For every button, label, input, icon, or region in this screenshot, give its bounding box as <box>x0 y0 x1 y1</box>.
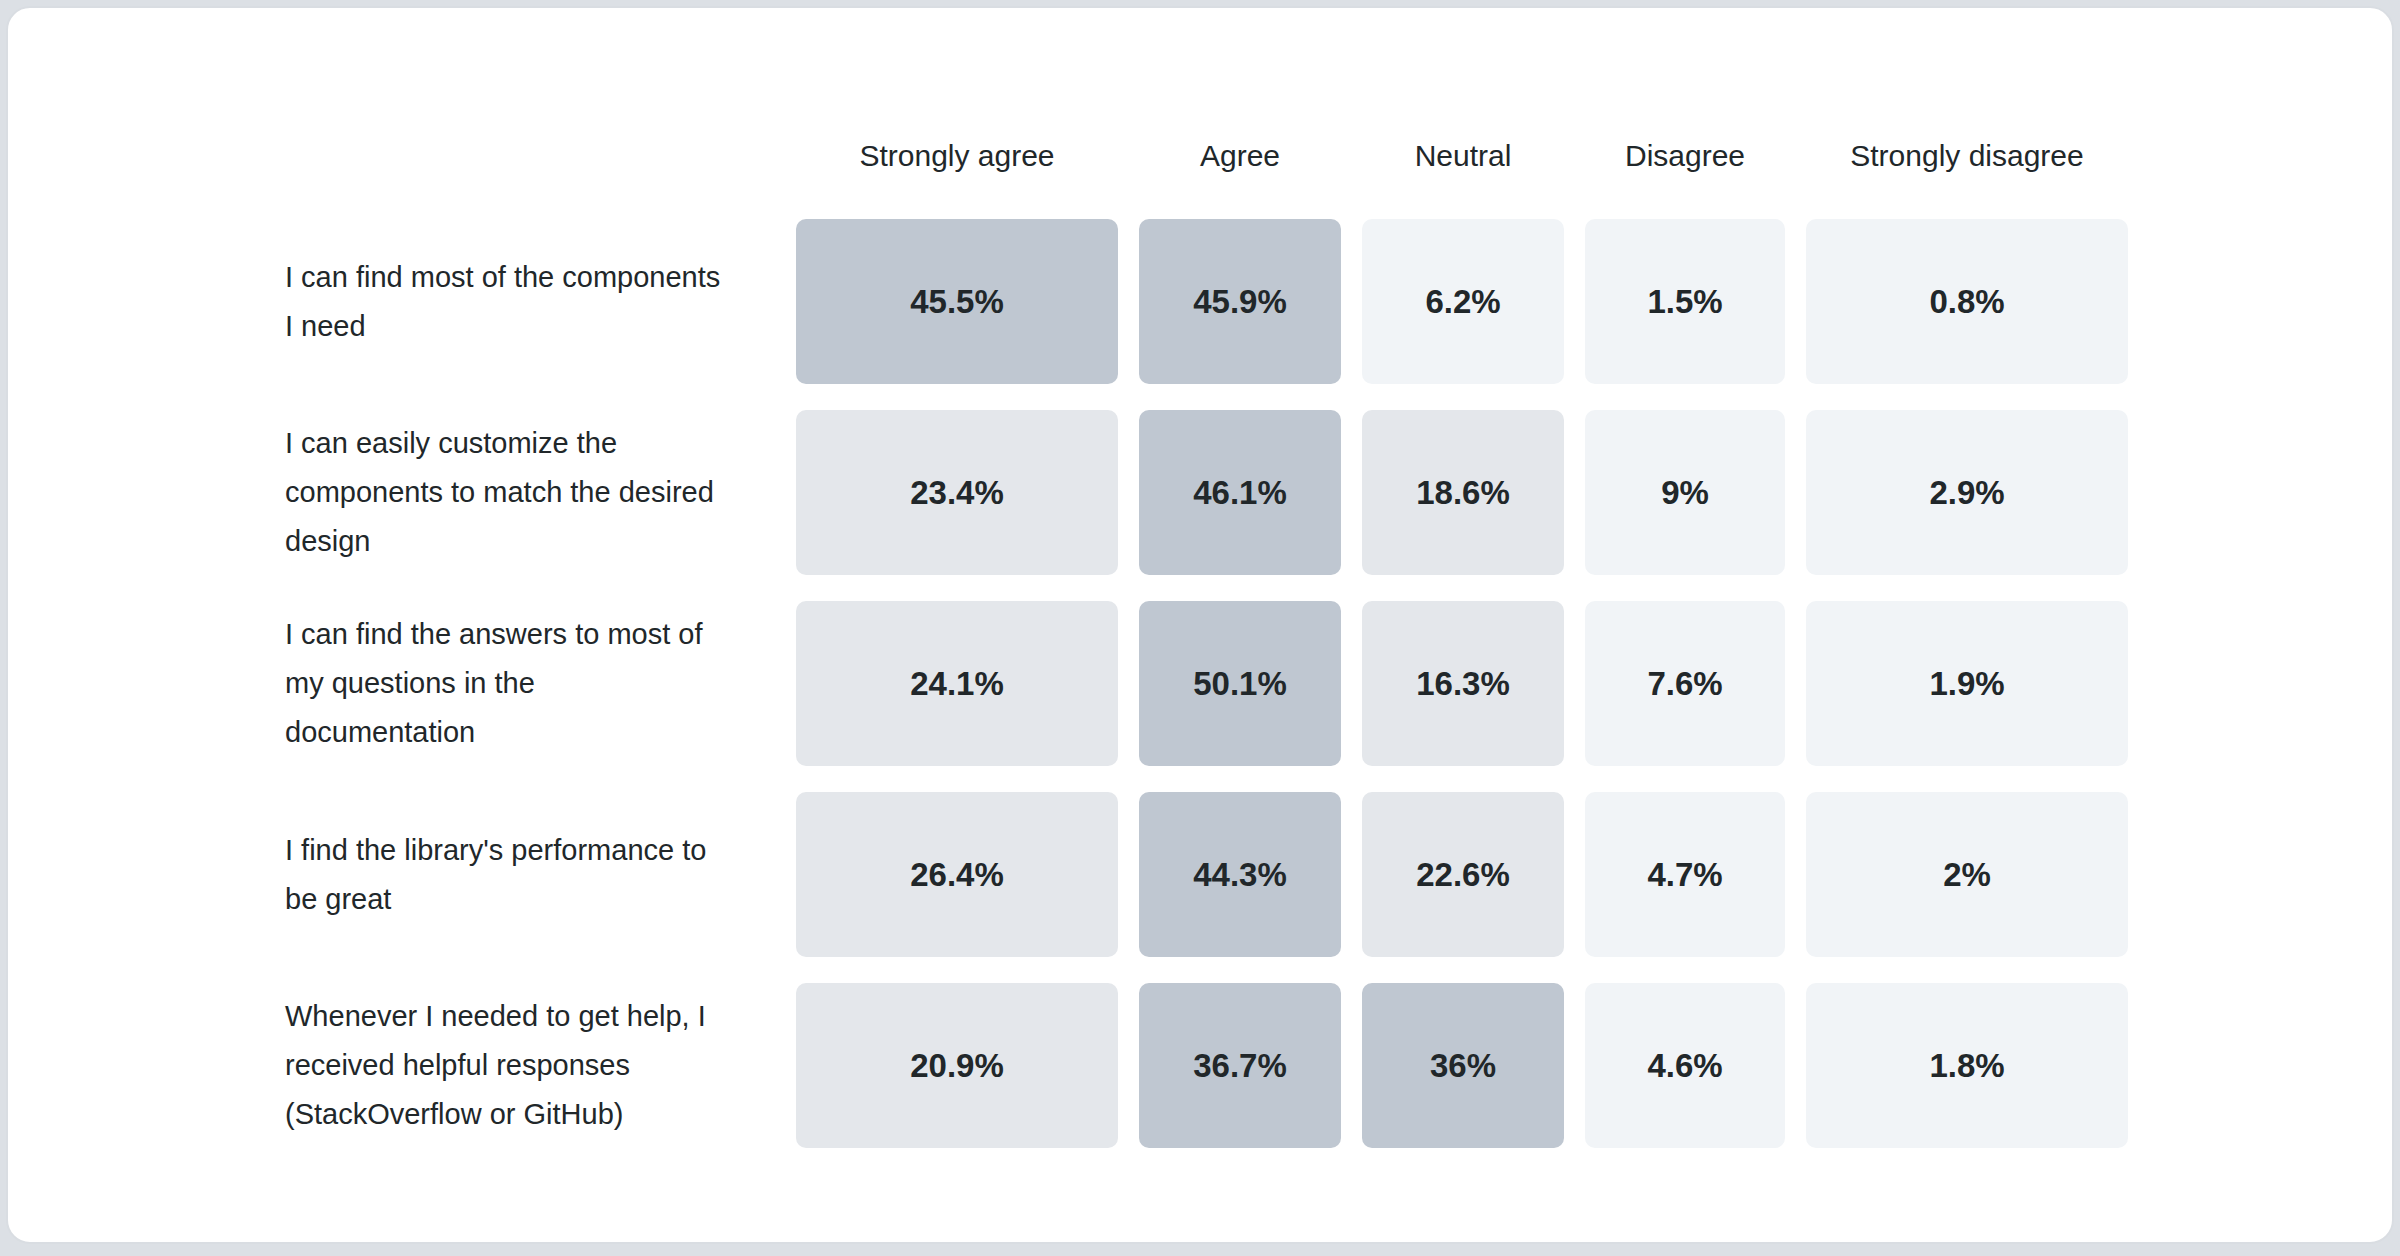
row-label: I find the library's performance to be g… <box>285 792 775 957</box>
heatmap-cell: 16.3% <box>1362 601 1564 766</box>
heatmap-cell: 24.1% <box>796 601 1118 766</box>
heatmap-cell: 45.5% <box>796 219 1118 384</box>
heatmap-corner-spacer <box>285 118 775 193</box>
survey-heatmap-table: Strongly agree Agree Neutral Disagree Strong… <box>285 118 2128 1148</box>
heatmap-cell: 7.6% <box>1585 601 1785 766</box>
heatmap-cell: 18.6% <box>1362 410 1564 575</box>
row-label: Whenever I needed to get help, I receive… <box>285 983 775 1148</box>
heatmap-cell: 50.1% <box>1139 601 1341 766</box>
heatmap-cell: 1.5% <box>1585 219 1785 384</box>
heatmap-cell: 2% <box>1806 792 2128 957</box>
heatmap-cell: 23.4% <box>796 410 1118 575</box>
heatmap-cell: 26.4% <box>796 792 1118 957</box>
heatmap-cell: 22.6% <box>1362 792 1564 957</box>
heatmap-cell: 46.1% <box>1139 410 1341 575</box>
row-label: I can find the answers to most of my que… <box>285 601 775 766</box>
column-header: Agree <box>1139 118 1341 193</box>
column-header: Neutral <box>1362 118 1564 193</box>
survey-results-card: Strongly agree Agree Neutral Disagree Strong… <box>6 6 2394 1244</box>
heatmap-cell: 44.3% <box>1139 792 1341 957</box>
heatmap-cell: 1.9% <box>1806 601 2128 766</box>
heatmap-cell: 20.9% <box>796 983 1118 1148</box>
row-label: I can find most of the components I need <box>285 219 775 384</box>
heatmap-cell: 9% <box>1585 410 1785 575</box>
heatmap-cell: 0.8% <box>1806 219 2128 384</box>
heatmap-cell: 36% <box>1362 983 1564 1148</box>
heatmap-cell: 4.7% <box>1585 792 1785 957</box>
heatmap-cell: 4.6% <box>1585 983 1785 1148</box>
heatmap-cell: 2.9% <box>1806 410 2128 575</box>
column-header: Disagree <box>1585 118 1785 193</box>
row-label: I can easily customize the components to… <box>285 410 775 575</box>
heatmap-cell: 1.8% <box>1806 983 2128 1148</box>
column-header: Strongly disagree <box>1806 118 2128 193</box>
heatmap-cell: 36.7% <box>1139 983 1341 1148</box>
heatmap-cell: 45.9% <box>1139 219 1341 384</box>
heatmap-cell: 6.2% <box>1362 219 1564 384</box>
column-header: Strongly agree <box>796 118 1118 193</box>
